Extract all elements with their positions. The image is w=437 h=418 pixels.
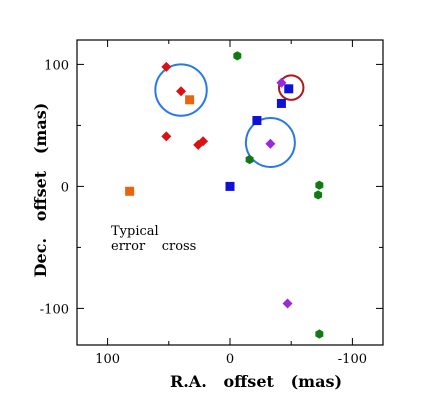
data-points bbox=[125, 51, 324, 339]
annotation-line-2: error cross bbox=[111, 239, 196, 254]
orange-square-point bbox=[125, 186, 135, 196]
purple-diamond-point bbox=[282, 298, 293, 309]
red-diamond-point bbox=[198, 136, 209, 147]
green-hexagon-point bbox=[315, 180, 324, 190]
green-hexagon-point bbox=[233, 51, 242, 61]
tick-labels: 100 0 -100 100 0 -100 bbox=[40, 58, 367, 367]
y-tick-label: 100 bbox=[44, 58, 69, 73]
purple-diamond-point bbox=[276, 77, 287, 88]
purple-diamond-point bbox=[265, 138, 276, 149]
y-axis-title: Dec. offset (mas) bbox=[31, 103, 50, 278]
y-tick-label: -100 bbox=[40, 302, 69, 317]
error-circle bbox=[154, 63, 208, 117]
y-tick-label: 0 bbox=[61, 180, 69, 195]
red-diamond-point bbox=[161, 131, 172, 142]
x-tick-label: 100 bbox=[95, 352, 120, 367]
blue-square-point bbox=[252, 116, 262, 126]
green-hexagon-point bbox=[314, 190, 323, 200]
error-circle bbox=[277, 74, 305, 101]
error-circle bbox=[244, 117, 296, 168]
error-circles bbox=[154, 63, 305, 168]
red-diamond-point bbox=[176, 86, 187, 97]
green-hexagon-point bbox=[245, 154, 254, 165]
blue-square-point bbox=[284, 84, 294, 94]
plot-frame bbox=[76, 39, 384, 346]
annotation-line-1: Typical bbox=[111, 224, 159, 239]
x-tick-label: -100 bbox=[338, 352, 367, 367]
axis-ticks bbox=[77, 40, 383, 345]
red-diamond-point bbox=[161, 61, 172, 72]
blue-square-point bbox=[276, 98, 286, 108]
orange-square-point bbox=[185, 95, 195, 105]
x-axis-title: R.A. offset (mas) bbox=[170, 372, 342, 391]
green-hexagon-point bbox=[315, 329, 324, 339]
blue-square-point bbox=[225, 181, 235, 191]
x-tick-label: 0 bbox=[226, 352, 234, 367]
